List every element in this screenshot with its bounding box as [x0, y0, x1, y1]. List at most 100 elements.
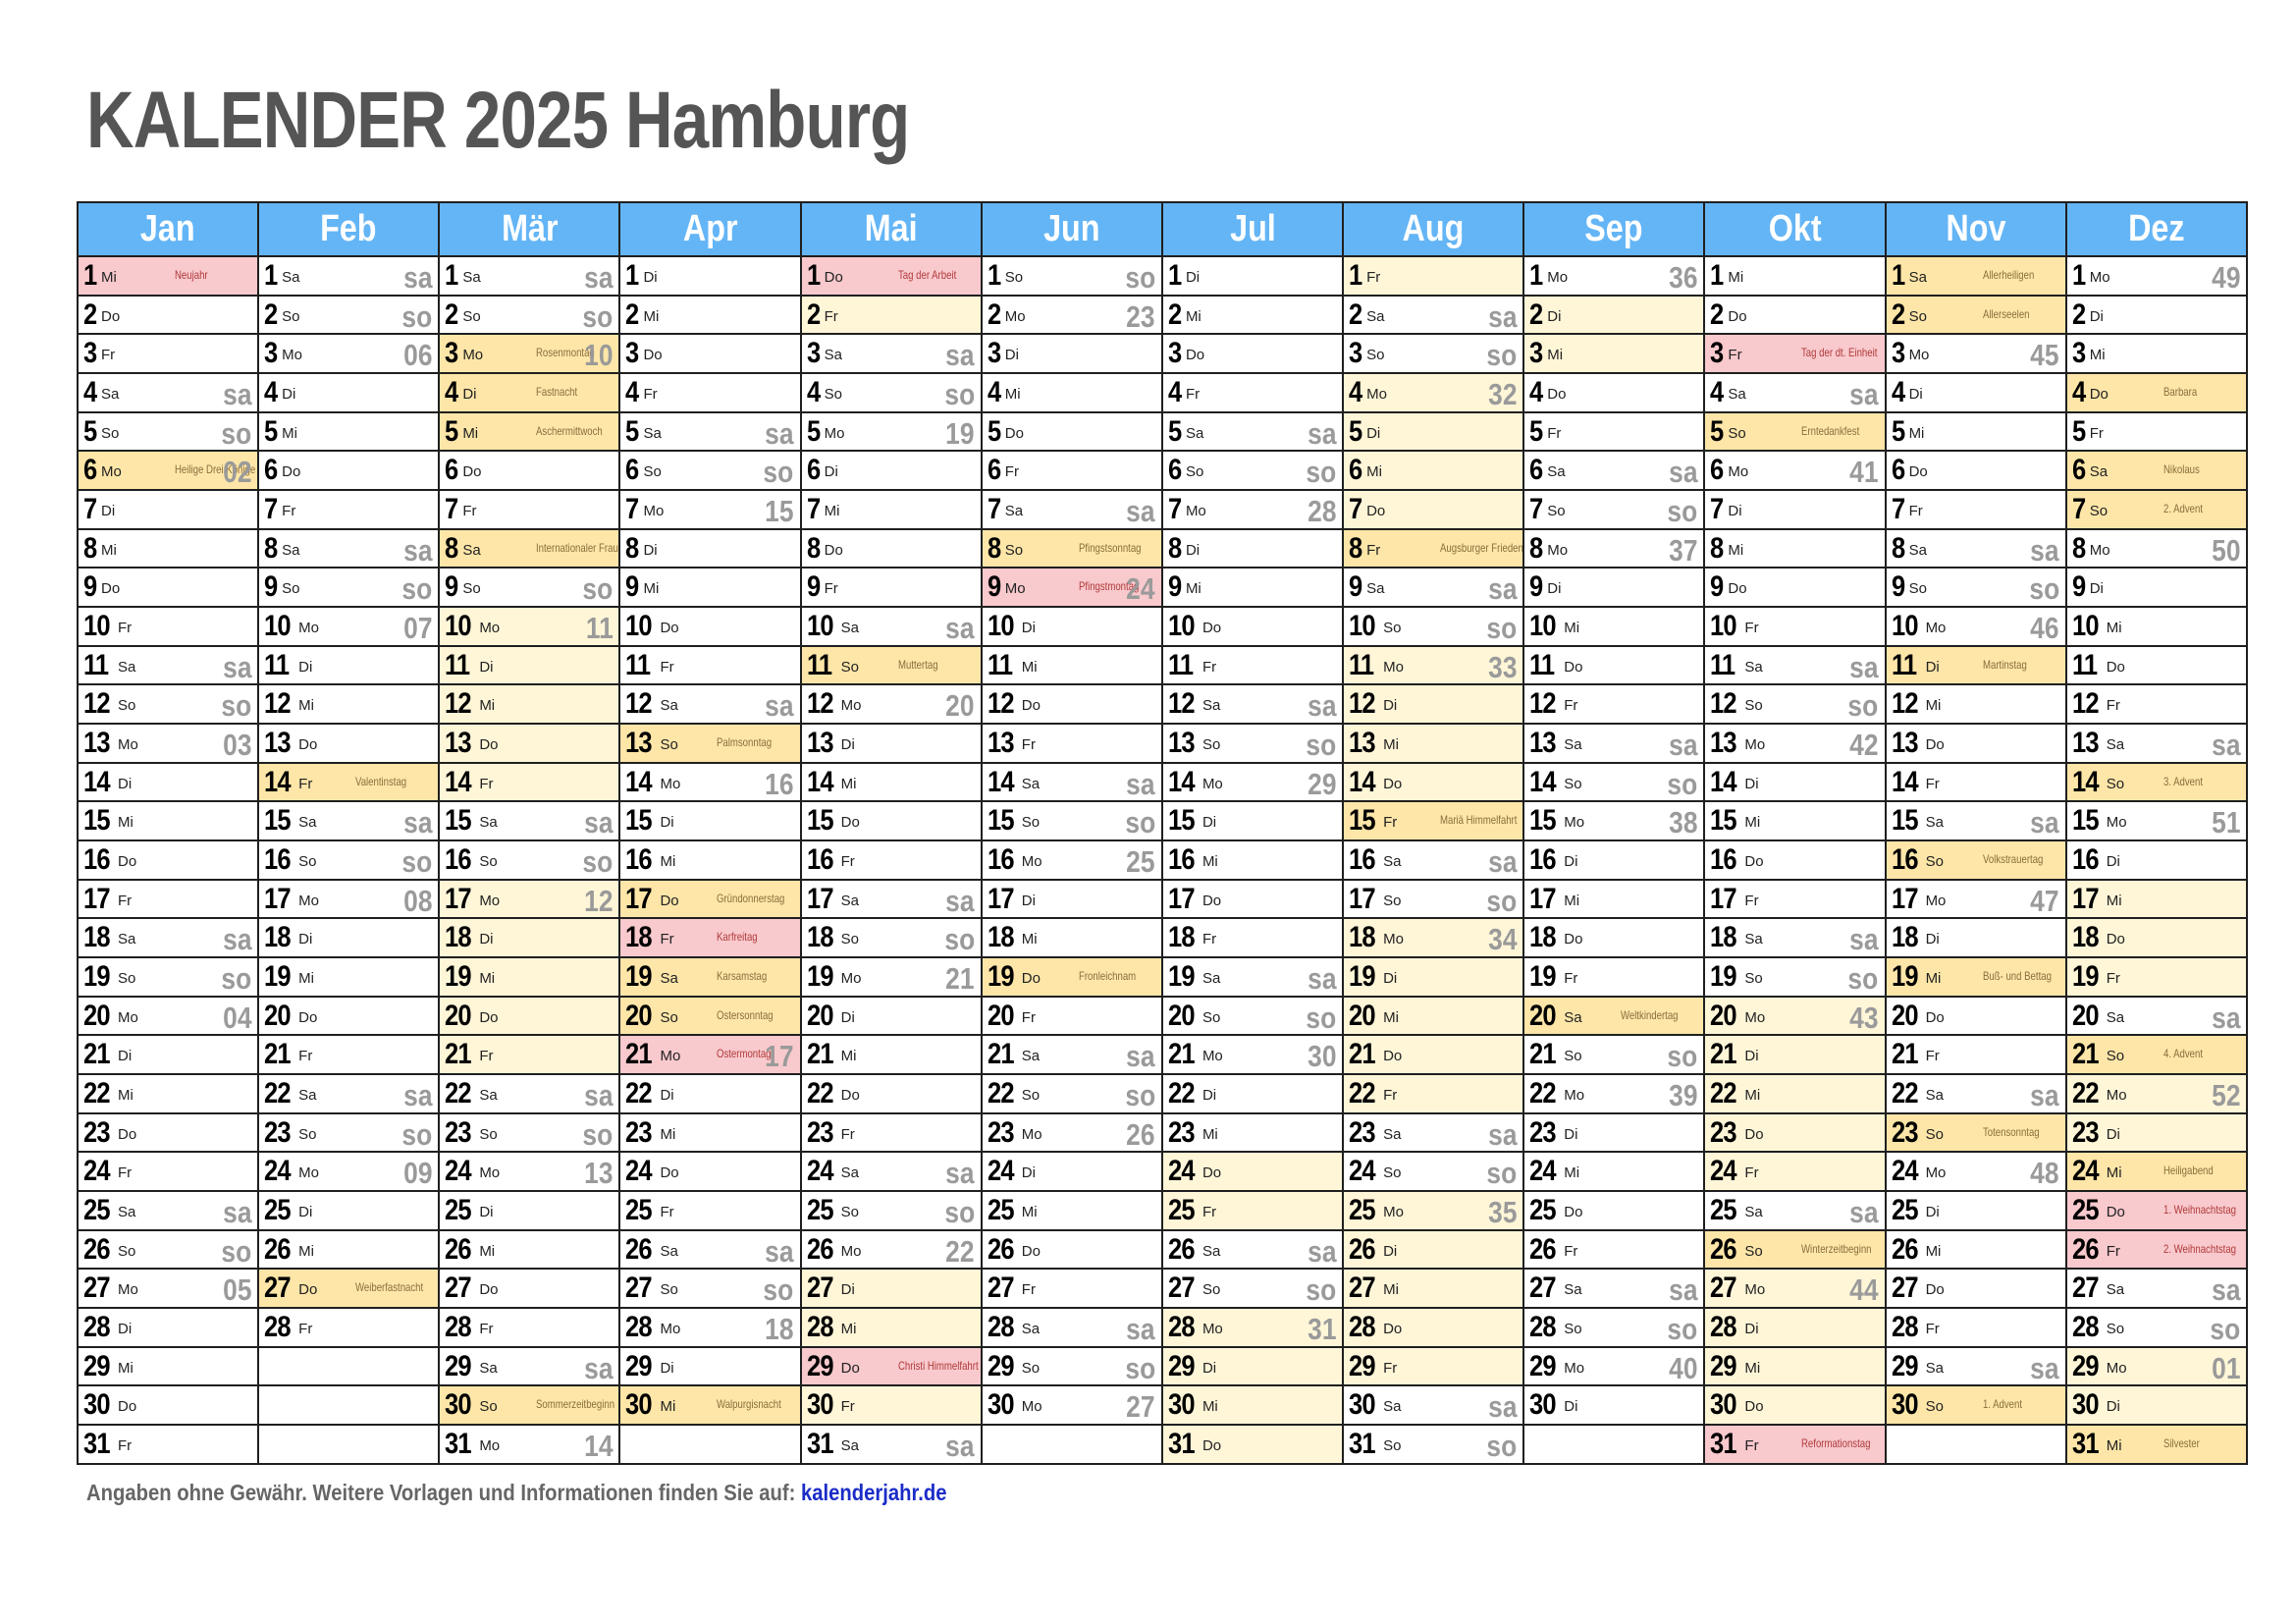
footer-link[interactable]: kalenderjahr.de — [800, 1480, 947, 1505]
day-number: 16 — [264, 843, 292, 877]
weekday-abbr: Do — [1021, 1242, 1041, 1260]
weekday-abbr: Mi — [1021, 658, 1038, 676]
weekday-abbr: Di — [282, 386, 296, 404]
day-number: 15 — [987, 804, 1015, 838]
day-number: 22 — [987, 1077, 1015, 1110]
week-number: so — [221, 415, 252, 451]
weekday-abbr: Fr — [1728, 347, 1742, 364]
day-cell: 15 Mo 51 — [2064, 800, 2249, 842]
week-number: sa — [945, 883, 975, 918]
holiday-label: Weiberfastnacht — [355, 1280, 424, 1295]
day-cell: 5 Sa sa — [1160, 410, 1345, 453]
holiday-label: Karfreitag — [717, 930, 759, 945]
day-number: 29 — [1710, 1349, 1737, 1382]
week-number: sa — [1487, 1116, 1518, 1152]
weekday-abbr: Do — [660, 892, 679, 909]
day-cell: 12 Di — [1342, 683, 1525, 726]
weekday-abbr: Fr — [1201, 1204, 1217, 1221]
day-row: 26 So so 26 Mi 26 Mi 26 Sa sa 26 Mo 22 26 Do 26 Sa sa 26 Di… — [76, 1228, 2249, 1271]
month-label: Jan — [140, 208, 195, 249]
day-number: 2 — [83, 298, 97, 331]
day-cell: 6 So so — [618, 450, 802, 492]
weekday-abbr: Di — [1185, 269, 1201, 286]
day-cell: 21 Fr — [438, 1034, 621, 1076]
day-cell: 25 Sa sa — [76, 1190, 260, 1231]
day-cell: 26 Do — [980, 1228, 1163, 1271]
week-number: sa — [222, 649, 252, 684]
day-number: 1 — [83, 259, 97, 292]
day-cell: 26 Fr 2. Weihnachtstag — [2064, 1228, 2249, 1271]
weekday-abbr: Mo — [1185, 503, 1206, 520]
day-row: 28 Di 28 Fr 28 Fr 28 Mo 18 28 Mi 28 Sa sa 28 Mo 31 28 Do 28… — [76, 1307, 2249, 1348]
week-number: 38 — [1669, 805, 1698, 840]
weekday-abbr: Mo — [1744, 1281, 1766, 1299]
weekday-abbr: Di — [462, 386, 477, 404]
holiday-label: Sommerzeitbeginn — [536, 1397, 615, 1412]
week-number: sa — [2211, 728, 2240, 763]
day-cell: 9 So so — [438, 567, 621, 609]
day-cell: 29 Mo 01 — [2064, 1345, 2249, 1387]
weekday-abbr: Di — [824, 463, 838, 481]
day-cell: 12 So so — [1703, 683, 1887, 726]
day-cell: 10 Di — [980, 606, 1163, 647]
day-number: 23 — [264, 1115, 292, 1149]
day-cell: 23 Di — [2064, 1111, 2249, 1154]
day-cell: 28 So so — [2064, 1307, 2249, 1348]
day-cell: 24 Mi Heiligabend — [2064, 1151, 2249, 1193]
weekday-abbr: So — [824, 386, 842, 404]
day-cell: 24 Mo 48 — [1884, 1151, 2067, 1193]
day-cell: 21 Di — [1703, 1034, 1887, 1076]
day-cell: 20 So so — [1160, 995, 1345, 1037]
day-row: 1 Mi Neujahr 1 Sa sa 1 Sa sa 1 Di 1 Do Tag der Arbeit… — [76, 255, 2249, 297]
day-number: 16 — [1891, 843, 1919, 877]
weekday-abbr: Di — [2106, 1125, 2120, 1143]
day-number: 24 — [806, 1155, 834, 1188]
weekday-abbr: So — [1925, 1125, 1944, 1143]
week-number: so — [1306, 1000, 1337, 1035]
day-cell: 7 Fr — [438, 489, 621, 530]
month-header: Mai — [799, 201, 983, 257]
day-cell: 13 Mo 03 — [76, 723, 260, 764]
day-cell: 25 Sa sa — [1703, 1190, 1887, 1231]
weekday-abbr: Do — [1564, 931, 1583, 948]
weekday-abbr: Mi — [298, 697, 314, 715]
weekday-abbr: Di — [840, 1008, 855, 1026]
day-number: 3 — [806, 337, 821, 370]
day-row: 17 Fr 17 Mo 08 17 Mo 12 17 Do Gründonnerstag 17 Sa sa… — [76, 878, 2249, 920]
weekday-abbr: Sa — [1925, 814, 1944, 832]
weekday-abbr: Mo — [1201, 1048, 1223, 1065]
day-cell: 11 Fr — [1160, 644, 1345, 686]
weekday-abbr: So — [1564, 1321, 1582, 1338]
day-number: 7 — [806, 493, 821, 526]
day-number: 3 — [83, 337, 97, 370]
weekday-abbr: So — [840, 931, 859, 948]
month-header: Jul — [1160, 201, 1345, 257]
day-cell: 16 Do — [76, 839, 260, 881]
day-number: 21 — [806, 1038, 834, 1071]
day-cell: 21 Mi — [799, 1034, 983, 1076]
day-number: 28 — [445, 1311, 472, 1344]
weekday-abbr: Sa — [1004, 503, 1024, 520]
day-number: 11 — [1167, 648, 1194, 681]
day-cell: 20 Di — [799, 995, 983, 1037]
weekday-abbr: Fr — [1366, 269, 1381, 286]
weekday-abbr: Do — [282, 463, 301, 481]
weekday-abbr: Mi — [1744, 1359, 1761, 1377]
day-number: 28 — [1891, 1311, 1919, 1344]
week-number: so — [1486, 1429, 1518, 1464]
day-number: 6 — [1167, 454, 1182, 487]
day-cell: 8 Do — [799, 527, 983, 569]
week-number: 10 — [584, 338, 614, 373]
day-cell: 10 Mo 11 — [438, 606, 621, 647]
week-number: so — [1306, 728, 1337, 763]
week-number: so — [1125, 805, 1155, 840]
day-number: 28 — [264, 1311, 292, 1344]
holiday-label: Aschermittwoch — [536, 423, 604, 438]
day-cell: 30 Di — [1522, 1384, 1706, 1427]
day-number: 30 — [1529, 1388, 1557, 1422]
day-number: 25 — [1710, 1194, 1737, 1227]
day-cell: 3 Do — [1160, 333, 1345, 375]
weekday-abbr: Mi — [824, 503, 840, 520]
weekday-abbr: Di — [2089, 307, 2104, 325]
weekday-abbr: Mo — [840, 697, 862, 715]
